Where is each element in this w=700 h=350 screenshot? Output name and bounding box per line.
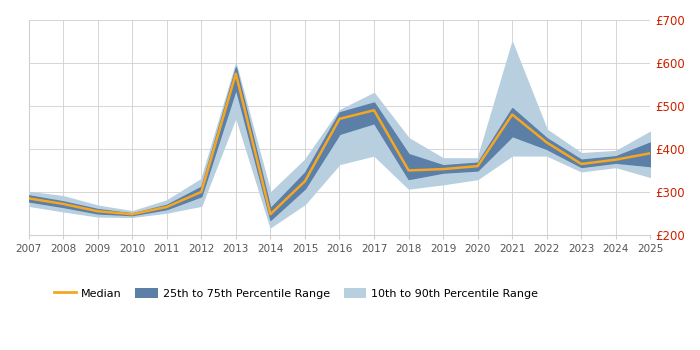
Median	[301, 179, 309, 183]
Median	[577, 162, 585, 166]
Median	[646, 151, 654, 155]
Median	[473, 164, 482, 168]
Median	[405, 168, 413, 173]
Median	[335, 117, 344, 121]
Median	[232, 72, 240, 76]
Line: Median: Median	[29, 74, 650, 214]
Median	[439, 167, 447, 171]
Median	[162, 205, 171, 209]
Median	[508, 112, 517, 117]
Median	[59, 202, 67, 206]
Median	[197, 190, 206, 194]
Median	[612, 158, 620, 162]
Median	[266, 212, 274, 216]
Median	[370, 108, 378, 112]
Median	[25, 196, 33, 201]
Median	[542, 140, 551, 145]
Median	[94, 209, 102, 214]
Median	[128, 212, 136, 216]
Legend: Median, 25th to 75th Percentile Range, 10th to 90th Percentile Range: Median, 25th to 75th Percentile Range, 1…	[49, 284, 543, 303]
